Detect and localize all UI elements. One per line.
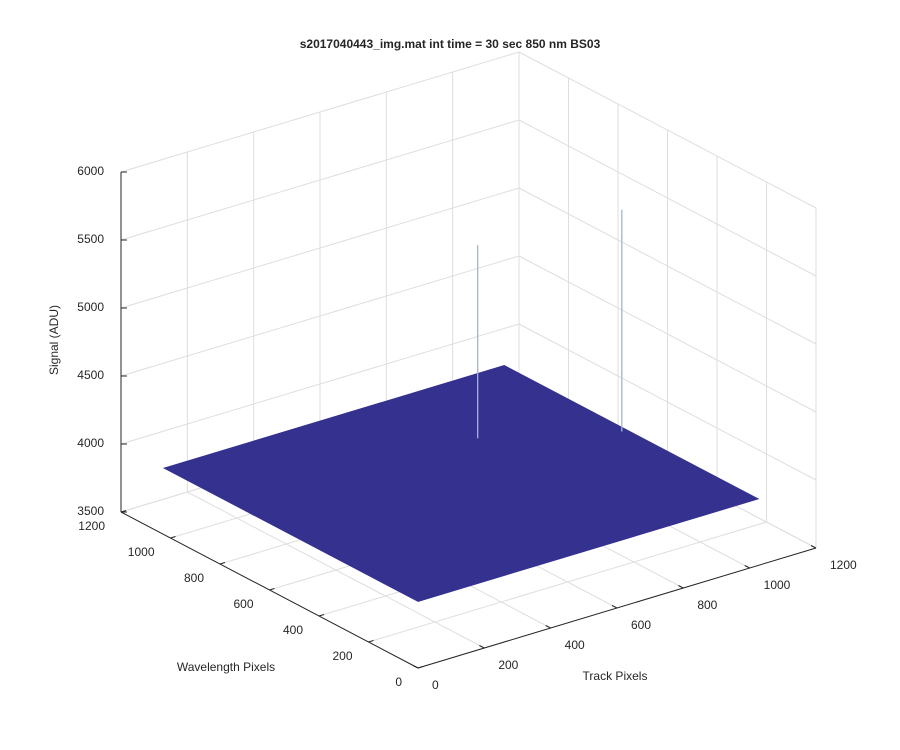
y-tick (219, 562, 226, 565)
z-tick-label: 3500 (77, 504, 104, 518)
y-tick (318, 614, 325, 617)
x-tick-label: 400 (565, 638, 585, 652)
x-tick (611, 605, 618, 609)
grid-line (518, 51, 817, 209)
z-tick-label: 4500 (77, 368, 104, 382)
x-tick (810, 545, 817, 549)
z-tick-label: 5000 (77, 300, 104, 314)
y-tick (417, 666, 424, 669)
y-tick-label: 1000 (128, 545, 155, 559)
y-tick-label: 200 (332, 649, 352, 663)
x-tick-label: 0 (432, 678, 439, 692)
y-tick-label: 1200 (78, 519, 105, 533)
y-tick-label: 400 (283, 623, 303, 637)
y-tick (368, 640, 374, 643)
y-tick (269, 588, 275, 591)
x-tick-label: 800 (697, 598, 717, 612)
grid-line (120, 51, 520, 173)
z-tick-label: 6000 (77, 164, 104, 178)
y-tick-label: 800 (184, 571, 204, 585)
grid-line (518, 119, 817, 277)
grid-line (120, 255, 520, 377)
x-tick (479, 645, 485, 649)
grid-line (120, 323, 520, 445)
y-axis-label: Wavelength Pixels (177, 660, 275, 674)
z-tick-label: 5500 (77, 232, 104, 246)
x-tick (744, 565, 750, 569)
grid-line (120, 187, 520, 309)
grid-line (518, 255, 817, 413)
grid-line (120, 119, 520, 241)
x-tick-label: 600 (631, 618, 651, 632)
x-tick-label: 1200 (830, 558, 857, 572)
grid-line (518, 187, 817, 345)
z-axis-label: Signal (ADU) (47, 305, 61, 375)
grid-line (368, 521, 767, 643)
x-tick (545, 625, 551, 629)
x-axis-label: Track Pixels (583, 669, 648, 683)
x-tick-label: 200 (498, 658, 518, 672)
x-tick-label: 1000 (764, 578, 791, 592)
x-tick (412, 665, 419, 669)
y-tick (120, 510, 127, 513)
grid-line (518, 323, 817, 481)
chart-title: s2017040443_img.mat int time = 30 sec 85… (300, 37, 601, 51)
y-tick-label: 0 (395, 675, 402, 689)
x-tick (678, 585, 684, 589)
z-tick-label: 4000 (77, 436, 104, 450)
y-tick (170, 536, 176, 539)
surface (162, 365, 760, 602)
y-tick-label: 600 (233, 597, 253, 611)
